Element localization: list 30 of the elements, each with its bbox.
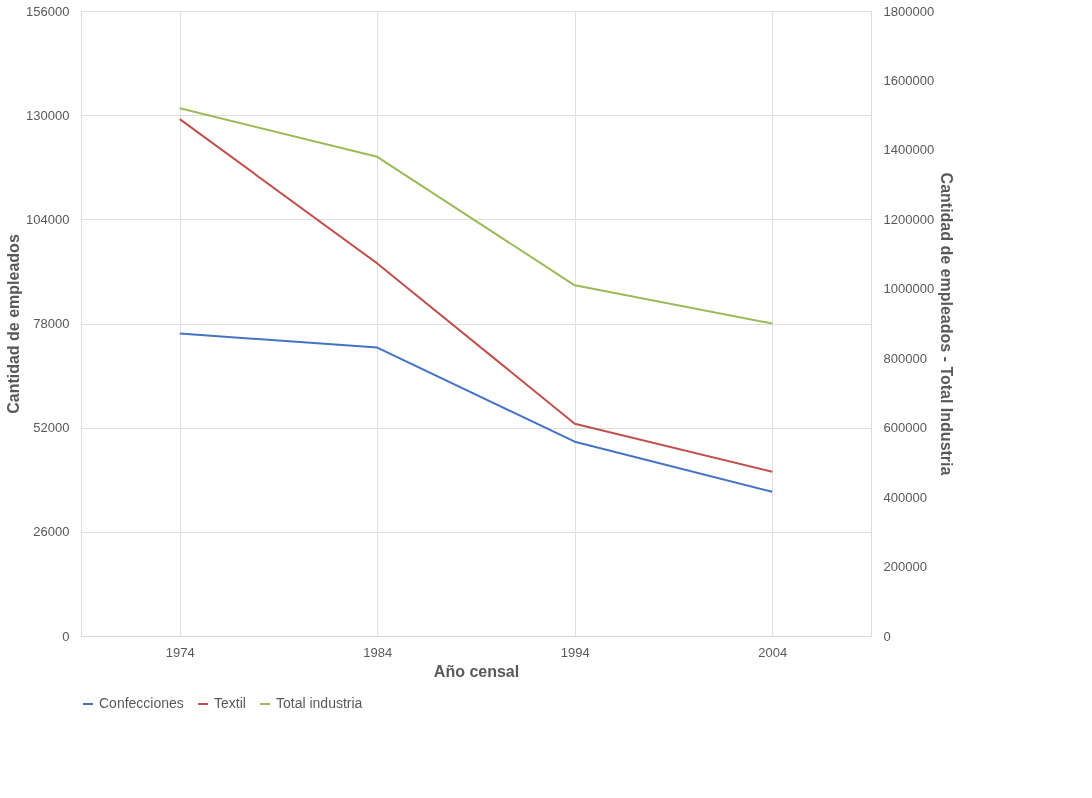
- x-tick-label: 1994: [560, 644, 590, 660]
- y2-tick-label: 400000: [883, 489, 927, 505]
- y-tick-label: 52000: [33, 420, 70, 436]
- legend-label: Total industria: [276, 695, 363, 711]
- y-tick-label: 0: [62, 628, 70, 644]
- y2-tick-label: 1000000: [883, 281, 935, 297]
- y2-tick-label: 800000: [883, 350, 927, 366]
- y2-tick-label: 600000: [883, 420, 927, 436]
- y-tick-label: 26000: [33, 524, 70, 540]
- x-axis-title: Año censal: [433, 662, 520, 680]
- y2-tick-label: 1400000: [883, 142, 935, 158]
- x-tick-label: 1984: [363, 644, 393, 660]
- y2-tick-label: 200000: [883, 559, 927, 575]
- y-axis-title: Cantidad de empleados: [5, 234, 23, 414]
- y2-tick-label: 1600000: [883, 72, 935, 88]
- y2-tick-label: 0: [883, 628, 891, 644]
- y2-tick-label: 1800000: [883, 3, 935, 19]
- line-series: [178, 107, 774, 325]
- y2-tick-label: 1200000: [883, 211, 935, 227]
- y2-axis-title: Cantidad de empleados - Total Industria: [938, 172, 956, 476]
- y-tick-label: 104000: [26, 211, 70, 227]
- y-tick-label: 78000: [33, 316, 70, 331]
- x-tick-label: 2004: [758, 644, 788, 660]
- x-tick-label: 1974: [165, 644, 195, 660]
- legend-label: Textil: [214, 695, 246, 711]
- legend-label: Confecciones: [99, 695, 184, 711]
- line-series: [178, 118, 774, 473]
- line-series: [178, 332, 774, 493]
- y-tick-label: 156000: [26, 3, 70, 19]
- y-tick-label: 130000: [26, 107, 70, 123]
